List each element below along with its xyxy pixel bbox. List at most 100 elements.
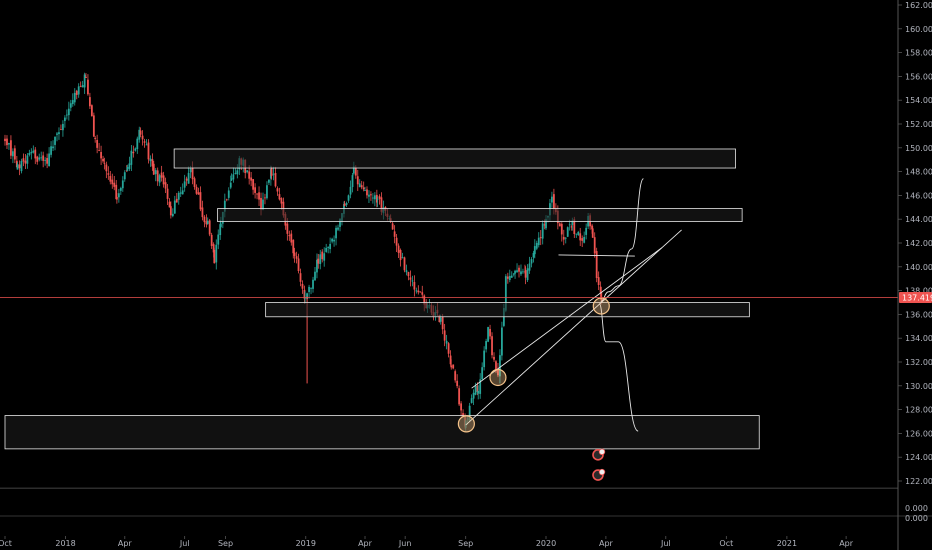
candle-body: [362, 187, 365, 190]
candle-body: [44, 159, 47, 161]
candle-body: [449, 355, 452, 365]
candle-body: [599, 286, 602, 293]
candle-body: [526, 268, 529, 281]
candle-body: [152, 163, 155, 175]
projection-path-up[interactable]: [600, 178, 644, 302]
candle-body: [134, 148, 137, 151]
candle-body: [160, 172, 163, 178]
candle-body: [16, 164, 19, 170]
candle-body: [600, 291, 603, 300]
candle-body: [520, 271, 522, 275]
y-tick-label: 144.000: [905, 215, 932, 224]
y-tick-label: 156.000: [905, 72, 932, 81]
candle-body: [67, 108, 70, 116]
trendline[interactable]: [465, 229, 682, 426]
candle-body: [510, 275, 513, 278]
x-tick-label: Apr: [358, 539, 373, 548]
x-tick-label: 2020: [536, 539, 556, 548]
candle-body: [201, 207, 204, 218]
zone-rect[interactable]: [265, 302, 750, 318]
event-marker-dot: [598, 468, 606, 476]
candle-body: [545, 219, 547, 229]
candle-body: [54, 136, 56, 145]
candle-body: [115, 196, 118, 200]
candle-body: [337, 227, 339, 230]
candle-body: [143, 141, 146, 143]
y-tick-label: 136.000: [905, 310, 932, 319]
candle-body: [489, 328, 491, 337]
zone-rect[interactable]: [4, 415, 760, 450]
candle-body: [375, 194, 378, 203]
candle-body: [162, 175, 165, 185]
candle-body: [329, 243, 332, 250]
candle-body: [456, 380, 459, 387]
candle-body: [236, 170, 239, 175]
candle-body: [288, 235, 291, 237]
candle-body: [187, 172, 190, 184]
candle-body: [454, 371, 457, 381]
highlight-circle[interactable]: [457, 415, 475, 433]
candle-body: [89, 97, 91, 107]
zone-rect[interactable]: [173, 148, 736, 169]
candle-body: [321, 251, 324, 260]
candle-body: [575, 233, 578, 235]
candle-body: [280, 198, 283, 204]
candle-body: [378, 196, 381, 199]
candle-body: [38, 157, 41, 160]
candle-body: [301, 283, 304, 289]
candle-body: [477, 391, 480, 394]
candle-body: [441, 316, 444, 330]
candle-body: [573, 219, 576, 235]
candle-body: [479, 379, 482, 394]
candle-body: [203, 216, 206, 223]
candle-body: [585, 227, 588, 235]
candle-body: [458, 388, 461, 405]
candle-body: [533, 246, 536, 255]
zone-rect[interactable]: [217, 208, 743, 222]
candle-body: [310, 287, 312, 289]
candle-body: [103, 163, 106, 164]
x-tick-label: 2018: [55, 539, 75, 548]
highlight-circle[interactable]: [592, 297, 610, 315]
candle-body: [62, 123, 64, 131]
candle-body: [405, 270, 408, 273]
candle-body: [149, 158, 152, 162]
candle-body: [168, 201, 171, 208]
candle-body: [445, 340, 448, 344]
candle-body: [223, 200, 226, 212]
candle-body: [83, 74, 86, 88]
x-tick-label: Oct: [0, 539, 12, 548]
candle-body: [262, 199, 264, 210]
candle-body: [87, 79, 89, 95]
candle-body: [349, 186, 352, 195]
candle-body: [98, 150, 101, 151]
candle-body: [85, 76, 87, 78]
candle-body: [512, 273, 515, 275]
candle-body: [522, 271, 524, 273]
projection-path-down[interactable]: [598, 303, 639, 432]
x-tick-label: 2019: [296, 539, 316, 548]
highlight-circle[interactable]: [489, 368, 507, 387]
candle-body: [438, 314, 441, 323]
y-tick-label: 150.000: [905, 144, 932, 153]
time-axis[interactable]: Oct 2018 Apr Jul Sep 2019 Apr Jun Sep 2020 Apr Jul O…: [0, 536, 854, 548]
candle-body: [331, 238, 334, 242]
price-axis[interactable]: 162.000 160.000 158.000 156.000 154.000 152.0…: [898, 1, 932, 523]
candle-body: [474, 385, 477, 395]
candle-body: [179, 192, 182, 194]
trendline[interactable]: [471, 247, 663, 389]
trendline[interactable]: [558, 254, 635, 257]
candle-body: [117, 193, 120, 198]
y-tick-label: 142.000: [905, 239, 932, 248]
candle-body: [100, 151, 102, 159]
candle-body: [177, 192, 180, 200]
candle-body: [564, 237, 567, 239]
candle-body: [376, 199, 379, 200]
x-tick-label: Apr: [599, 539, 614, 548]
candle-body: [566, 227, 569, 237]
candle-body: [248, 171, 251, 179]
candle-body: [158, 175, 161, 183]
candle-body: [501, 327, 503, 356]
